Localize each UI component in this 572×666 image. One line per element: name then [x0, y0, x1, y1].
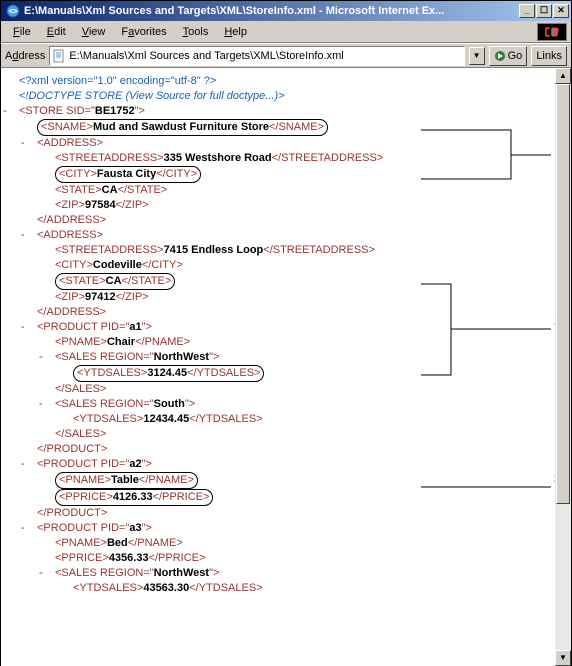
pprice3: 4356.33: [109, 552, 149, 564]
titlebar: E:\Manuals\Xml Sources and Targets\XML\S…: [1, 1, 571, 21]
go-button[interactable]: Go: [489, 46, 528, 66]
go-label: Go: [508, 50, 523, 62]
xml-file-icon: [52, 49, 66, 63]
addressbar: Address E:\Manuals\Xml Sources and Targe…: [1, 43, 571, 67]
ytd1b: 12434.45: [143, 413, 189, 425]
sname-value: Mud and Sawdust Furniture Store: [93, 121, 269, 133]
menu-file[interactable]: File: [5, 24, 39, 40]
pname1: Chair: [107, 336, 135, 348]
collapse-icon[interactable]: -: [21, 457, 25, 472]
city2: Codeville: [93, 259, 142, 271]
pname3: Bed: [107, 537, 128, 549]
state2: CA: [106, 275, 122, 287]
content-area: <?xml version="1.0" encoding="utf-8" ?> …: [1, 67, 571, 666]
region3: NorthWest: [154, 567, 209, 579]
window-title: E:\Manuals\Xml Sources and Targets\XML\S…: [24, 5, 519, 17]
ytd1a: 3124.45: [147, 367, 187, 379]
minimize-button[interactable]: _: [519, 4, 535, 18]
menu-favorites[interactable]: Favorites: [113, 24, 174, 40]
go-icon: [494, 50, 506, 62]
menu-tools[interactable]: Tools: [175, 24, 217, 40]
menubar: File Edit View Favorites Tools Help: [1, 21, 571, 43]
ie-icon: [5, 3, 21, 19]
region1b: South: [154, 398, 185, 410]
scroll-thumb[interactable]: [556, 84, 570, 504]
collapse-icon[interactable]: -: [21, 136, 25, 151]
street1: 335 Westshore Road: [164, 152, 272, 164]
links-button[interactable]: Links: [531, 46, 567, 66]
menu-help[interactable]: Help: [216, 24, 255, 40]
scroll-up-button[interactable]: ▲: [555, 68, 571, 84]
collapse-icon[interactable]: -: [39, 397, 43, 412]
zip2: 97412: [85, 291, 116, 303]
xml-tree: <?xml version="1.0" encoding="utf-8" ?> …: [1, 68, 555, 666]
vertical-scrollbar[interactable]: ▲ ▼: [555, 68, 571, 666]
pprice2: 4126.33: [113, 491, 153, 503]
address-input[interactable]: E:\Manuals\Xml Sources and Targets\XML\S…: [49, 46, 464, 66]
collapse-icon[interactable]: -: [39, 350, 43, 365]
address-dropdown[interactable]: ▼: [469, 47, 485, 65]
ytd3: 43563.30: [143, 582, 189, 594]
city1: Fausta City: [97, 168, 156, 180]
address-label: Address: [5, 50, 45, 62]
pname2: Table: [111, 474, 139, 486]
xml-pi: <?xml version="1.0" encoding="utf-8" ?>: [19, 75, 216, 87]
close-button[interactable]: ✕: [553, 4, 569, 18]
menu-edit[interactable]: Edit: [39, 24, 74, 40]
collapse-icon[interactable]: -: [21, 521, 25, 536]
zip1: 97584: [85, 199, 116, 211]
pid3: a3: [129, 522, 141, 534]
collapse-icon[interactable]: -: [21, 228, 25, 243]
street2: 7415 Endless Loop: [164, 244, 264, 256]
xml-doctype: <!DOCTYPE STORE (View Source for full do…: [19, 90, 285, 102]
address-path: E:\Manuals\Xml Sources and Targets\XML\S…: [69, 50, 343, 62]
state1: CA: [102, 184, 118, 196]
collapse-icon[interactable]: -: [39, 566, 43, 581]
collapse-icon[interactable]: -: [21, 320, 25, 335]
maximize-button[interactable]: ☐: [536, 4, 552, 18]
pid2: a2: [129, 458, 141, 470]
collapse-icon[interactable]: -: [3, 104, 7, 119]
menu-view[interactable]: View: [74, 24, 114, 40]
pid1: a1: [129, 321, 141, 333]
ie-window: E:\Manuals\Xml Sources and Targets\XML\S…: [0, 0, 572, 666]
store-sid: BE1752: [95, 105, 135, 117]
scroll-down-button[interactable]: ▼: [555, 650, 571, 666]
ie-logo-icon: [537, 23, 567, 41]
region1a: NorthWest: [154, 351, 209, 363]
